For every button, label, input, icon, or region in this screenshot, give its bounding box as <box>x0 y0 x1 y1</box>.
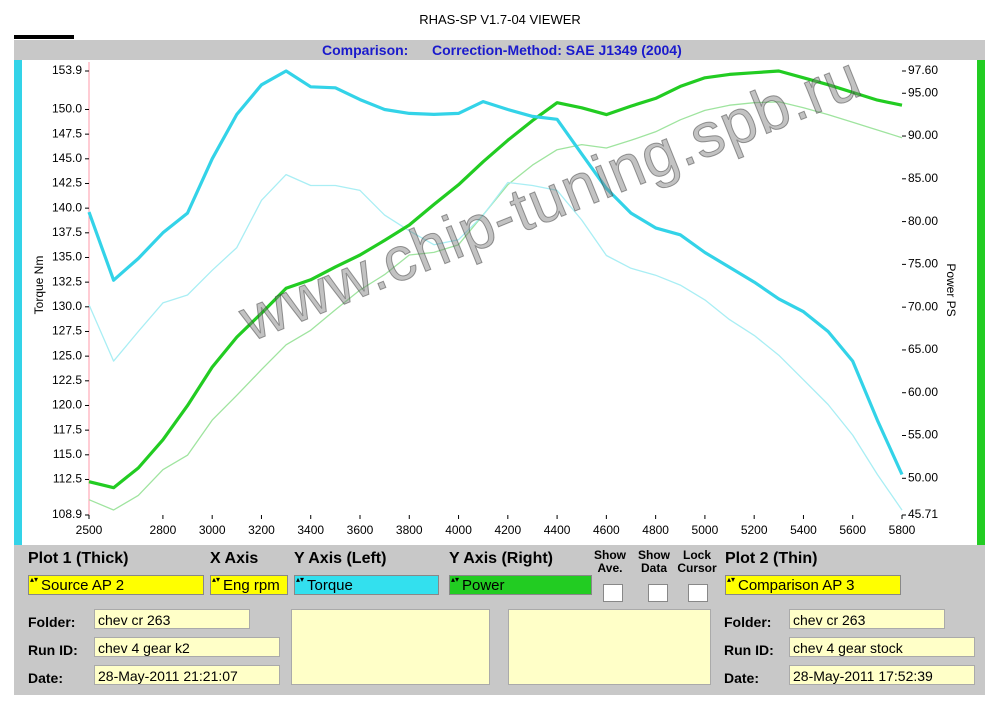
header-bar <box>14 40 985 60</box>
y2-tick-label: 85.00 <box>908 171 938 185</box>
y2-tick-label: 70.00 <box>908 299 938 313</box>
x-tick-label: 3800 <box>396 523 423 537</box>
y2-tick-label: 50.00 <box>908 470 938 484</box>
x-tick-label: 4000 <box>445 523 472 537</box>
y-tick-label: 117.5 <box>53 422 82 436</box>
field-value: 28-May-2011 17:52:39 <box>789 665 975 685</box>
plot1-heading: Plot 1 (Thick) <box>28 550 129 567</box>
y2-tick-label: 60.00 <box>908 385 938 399</box>
y-tick-label: 130.0 <box>52 299 82 313</box>
y2-tick-label: 97.60 <box>908 63 938 77</box>
y-tick-label: 140.0 <box>52 200 82 214</box>
x-tick-label: 3000 <box>199 523 226 537</box>
x-tick-label: 3600 <box>347 523 374 537</box>
series-line <box>88 69 903 490</box>
info-box <box>291 609 490 685</box>
y-left-heading: Y Axis (Left) <box>294 550 387 567</box>
plot2-heading: Plot 2 (Thin) <box>725 550 818 567</box>
y2-tick-label: 80.00 <box>908 214 938 228</box>
field-value: chev 4 gear k2 <box>94 637 280 657</box>
field-value: 28-May-2011 21:21:07 <box>94 665 280 685</box>
info-box <box>508 609 711 685</box>
y2-tick-label: 90.00 <box>908 128 938 142</box>
y-tick-label: 135.0 <box>52 250 82 264</box>
show-data-checkbox[interactable] <box>648 584 668 602</box>
y2-tick-label: 55.00 <box>908 428 938 442</box>
x-tick-label: 5200 <box>741 523 768 537</box>
comparison-label: Comparison: <box>322 42 409 58</box>
y-tick-label: 150.0 <box>52 102 82 116</box>
x-tick-label: 5600 <box>839 523 866 537</box>
field-label: Date: <box>724 670 760 686</box>
x-tick-label: 3200 <box>248 523 275 537</box>
field-value: chev cr 263 <box>789 609 945 629</box>
field-label: Folder: <box>28 614 76 630</box>
source-dropdown[interactable]: Source AP 2 <box>28 575 204 595</box>
y2-tick-label: 95.00 <box>908 85 938 99</box>
y-tick-label: 122.5 <box>52 373 82 387</box>
menu-strip <box>14 35 74 39</box>
y2-tick-label: 65.00 <box>908 342 938 356</box>
x-axis-dropdown[interactable]: Eng rpm <box>210 575 288 595</box>
field-value: chev 4 gear stock <box>789 637 975 657</box>
field-label: Folder: <box>724 614 772 630</box>
y-tick-label: 132.5 <box>52 274 82 288</box>
y2-tick-label: 75.00 <box>908 257 938 271</box>
field-label: Run ID: <box>724 642 774 658</box>
x-tick-label: 2500 <box>76 523 103 537</box>
y-tick-label: 108.9 <box>52 507 82 521</box>
x-tick-label: 4800 <box>642 523 669 537</box>
x-axis-heading: X Axis <box>210 550 259 567</box>
field-value: chev cr 263 <box>94 609 250 629</box>
show-ave-checkbox[interactable] <box>603 584 623 602</box>
x-tick-label: 4600 <box>593 523 620 537</box>
right-axis-bar <box>977 60 985 545</box>
show-data-label: Show Data <box>638 548 670 575</box>
y-tick-label: 115.0 <box>53 447 82 461</box>
series-line <box>87 69 904 476</box>
lock-cursor-label: Lock Cursor <box>677 548 717 575</box>
series-line <box>88 173 903 511</box>
y-left-dropdown[interactable]: Torque <box>294 575 439 595</box>
y-tick-label: 120.0 <box>52 398 82 412</box>
y-tick-label: 145.0 <box>52 151 82 165</box>
y-axis-label: Torque Nm <box>32 256 46 315</box>
x-tick-label: 4400 <box>544 523 571 537</box>
lock-cursor-checkbox[interactable] <box>688 584 708 602</box>
y-tick-label: 112.5 <box>53 472 82 486</box>
y-tick-label: 147.5 <box>52 126 82 140</box>
field-label: Date: <box>28 670 64 686</box>
y-right-dropdown[interactable]: Power <box>449 575 592 595</box>
y2-axis-label: Power PS <box>944 263 958 316</box>
correction-method: Correction-Method: SAE J1349 (2004) <box>432 42 682 58</box>
field-label: Run ID: <box>28 642 78 658</box>
y-tick-label: 137.5 <box>52 225 82 239</box>
x-tick-label: 2800 <box>150 523 177 537</box>
x-tick-label: 5000 <box>692 523 719 537</box>
y-tick-label: 153.9 <box>52 63 82 77</box>
window-title: RHAS-SP V1.7-04 VIEWER <box>419 12 581 27</box>
x-tick-label: 4200 <box>494 523 521 537</box>
show-ave-label: Show Ave. <box>594 548 626 575</box>
left-axis-bar <box>14 60 22 545</box>
y-tick-label: 125.0 <box>52 348 82 362</box>
y-tick-label: 142.5 <box>52 176 82 190</box>
y-right-heading: Y Axis (Right) <box>449 550 554 567</box>
x-tick-label: 5800 <box>889 523 916 537</box>
y-tick-label: 127.5 <box>52 324 82 338</box>
chart: Torque Nm Power PS 108.9 112.5 115.0 117.5 1… <box>14 60 985 545</box>
comparison-dropdown[interactable]: Comparison AP 3 <box>725 575 901 595</box>
y2-tick-label: 45.71 <box>908 507 938 521</box>
x-tick-label: 5400 <box>790 523 817 537</box>
x-tick-label: 3400 <box>297 523 324 537</box>
